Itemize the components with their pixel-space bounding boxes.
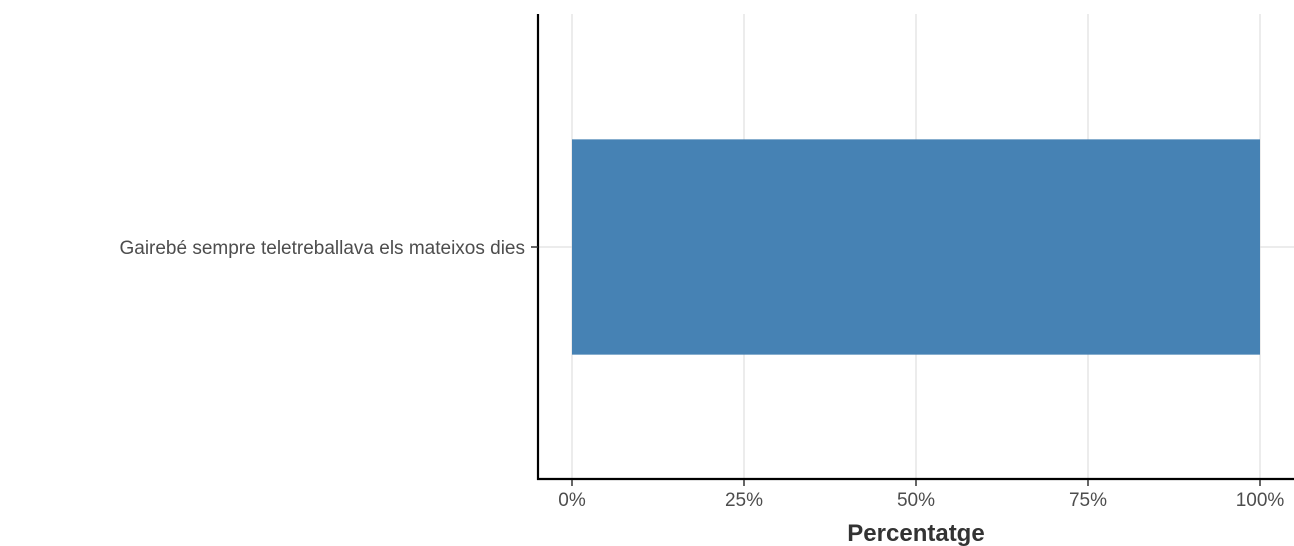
x-axis-ticks: 0% 25% 50% 75% 100% (558, 480, 1284, 511)
x-axis-title: Percentatge (847, 520, 984, 546)
x-tick-label: 0% (558, 490, 586, 511)
y-axis-ticks: Gairebé sempre teletreballava els mateix… (119, 238, 538, 259)
bar (572, 139, 1260, 355)
x-tick-label: 25% (725, 490, 763, 511)
y-tick-label: Gairebé sempre teletreballava els mateix… (119, 238, 525, 259)
bars (572, 139, 1260, 355)
x-tick-label: 50% (897, 490, 935, 511)
x-tick-label: 75% (1069, 490, 1107, 511)
x-tick-label: 100% (1236, 490, 1285, 511)
